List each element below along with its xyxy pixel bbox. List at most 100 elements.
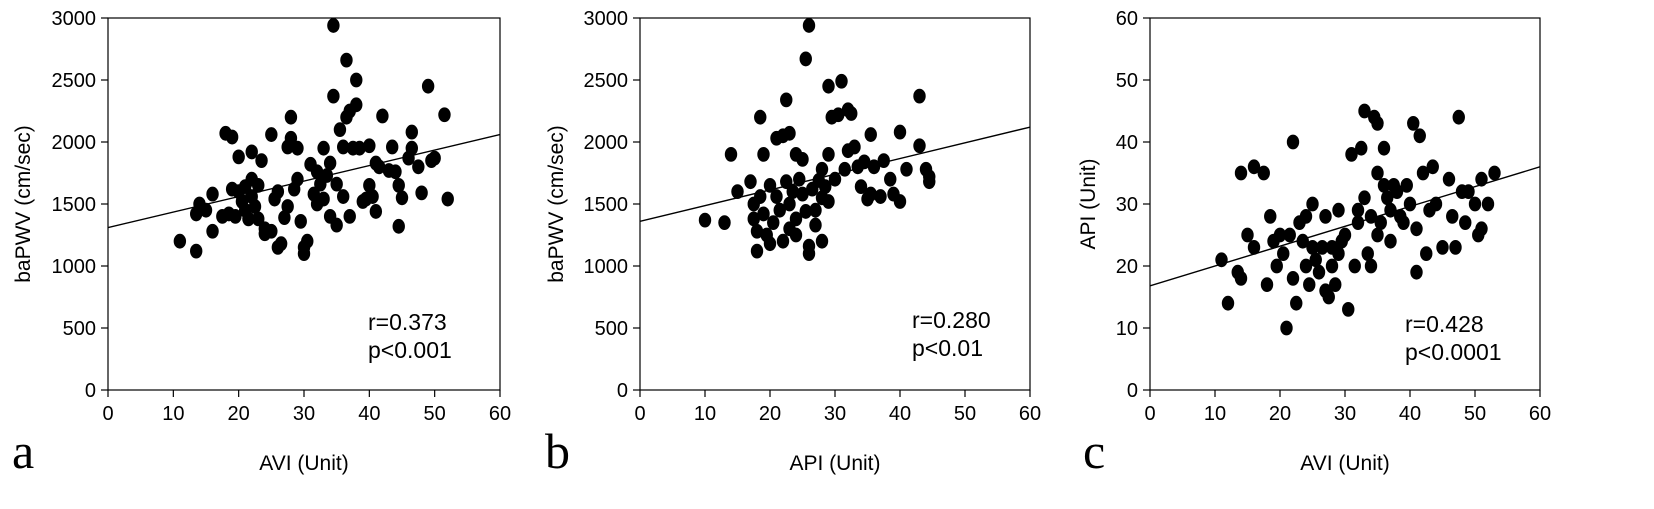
data-point xyxy=(783,196,796,212)
data-point xyxy=(1270,258,1283,274)
data-point xyxy=(789,211,803,227)
data-point xyxy=(1403,196,1417,212)
data-point xyxy=(1475,171,1488,187)
y-tick-label: 0 xyxy=(1127,380,1138,402)
scatter-panel-a: 0 10 20 30 40 50 60 0 500 1000 1500 2000 2500 3000 AVI… xyxy=(12,8,511,479)
x-axis-label: API (Unit) xyxy=(789,452,880,475)
x-tick-label: 10 xyxy=(162,403,184,425)
data-point xyxy=(1342,302,1355,317)
data-point xyxy=(1381,190,1394,206)
data-point xyxy=(1306,240,1319,255)
data-point xyxy=(744,174,757,190)
data-point xyxy=(415,185,428,201)
data-point xyxy=(757,206,770,222)
data-point xyxy=(278,210,291,226)
data-point xyxy=(1351,215,1365,231)
data-point xyxy=(372,159,386,175)
data-point xyxy=(405,140,418,156)
x-tick-label: 0 xyxy=(1144,403,1155,425)
x-tick-label: 0 xyxy=(634,403,645,425)
y-tick-label: 1000 xyxy=(52,256,97,278)
data-point xyxy=(913,88,926,104)
regression-line xyxy=(1150,166,1540,287)
data-point xyxy=(1257,165,1270,181)
data-point xyxy=(1299,258,1313,274)
data-point xyxy=(1468,196,1482,212)
stat-annotation: r=0.373 xyxy=(368,309,447,335)
data-point xyxy=(838,161,851,177)
data-point xyxy=(353,140,366,156)
data-point xyxy=(1449,240,1462,255)
data-point xyxy=(428,150,441,166)
data-point xyxy=(763,236,777,252)
data-point xyxy=(1452,109,1465,125)
data-point xyxy=(815,161,829,177)
data-point xyxy=(763,178,777,193)
data-point xyxy=(1400,178,1413,193)
data-point xyxy=(340,52,353,68)
data-point xyxy=(1413,128,1426,144)
data-point xyxy=(327,18,340,33)
y-tick-label: 500 xyxy=(595,318,628,340)
data-point xyxy=(327,88,340,104)
data-point xyxy=(893,194,907,209)
data-point xyxy=(271,184,285,200)
scatter-panel-b: 0 10 20 30 40 50 60 0 500 1000 1500 2000 2500 3000 API… xyxy=(545,8,1041,479)
data-point xyxy=(1322,289,1335,305)
data-point xyxy=(750,243,764,259)
x-tick-label: 50 xyxy=(1464,403,1486,425)
data-point xyxy=(255,153,268,169)
data-point xyxy=(229,209,242,224)
data-point xyxy=(1364,209,1378,224)
y-tick-label: 30 xyxy=(1116,194,1138,216)
x-tick-label: 10 xyxy=(694,403,716,425)
data-point xyxy=(1397,215,1410,231)
data-point xyxy=(1283,227,1296,243)
data-point xyxy=(1371,165,1384,181)
stat-annotation: p<0.01 xyxy=(912,335,983,361)
data-point xyxy=(858,154,871,170)
data-point xyxy=(923,174,936,190)
data-point xyxy=(757,147,770,162)
data-point xyxy=(1429,196,1443,212)
stat-annotation: p<0.0001 xyxy=(1405,339,1502,365)
data-point xyxy=(1299,209,1313,224)
data-point xyxy=(1481,196,1495,212)
data-point xyxy=(698,212,712,228)
data-point xyxy=(770,189,783,204)
data-point xyxy=(323,155,337,171)
data-point xyxy=(405,124,418,140)
data-point xyxy=(854,179,868,195)
data-point xyxy=(1332,202,1345,218)
data-point xyxy=(913,138,926,154)
data-point xyxy=(441,191,454,207)
data-point xyxy=(796,186,809,202)
data-point xyxy=(793,171,806,187)
data-point xyxy=(724,147,738,162)
y-tick-label: 0 xyxy=(85,380,96,402)
data-point xyxy=(1247,240,1261,255)
data-point xyxy=(1319,209,1332,224)
data-point xyxy=(363,138,376,154)
panel-label: b xyxy=(545,423,570,479)
data-point xyxy=(376,108,389,124)
x-tick-label: 60 xyxy=(1019,403,1041,425)
data-point xyxy=(1436,240,1449,255)
x-axis-label: AVI (Unit) xyxy=(259,452,348,475)
data-point xyxy=(718,215,731,231)
data-point xyxy=(265,223,278,239)
data-point xyxy=(242,211,255,227)
data-point xyxy=(1309,252,1322,268)
data-point xyxy=(799,51,812,67)
data-point xyxy=(317,191,330,207)
y-tick-label: 1500 xyxy=(52,194,97,216)
data-point xyxy=(1361,246,1374,261)
data-point xyxy=(1348,258,1361,274)
data-point xyxy=(799,204,812,219)
data-point xyxy=(832,107,845,123)
data-point xyxy=(1488,165,1501,181)
data-point xyxy=(789,227,803,243)
data-point xyxy=(1377,178,1391,193)
data-point xyxy=(1221,295,1235,311)
